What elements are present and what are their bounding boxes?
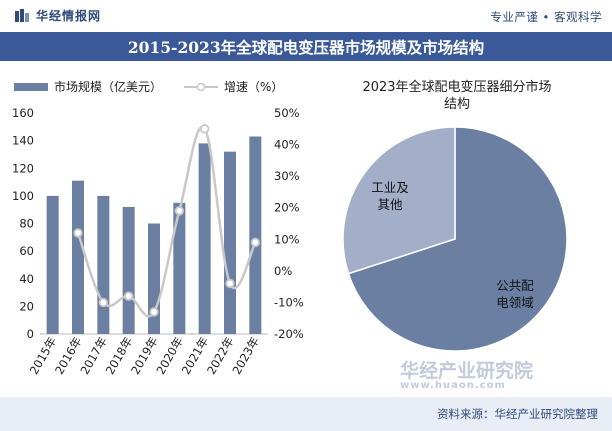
bar [46, 195, 59, 334]
footer: 资料来源：华经产业研究院整理 [0, 397, 612, 431]
pie-slice-label: 其他 [377, 197, 403, 212]
bar [198, 143, 211, 334]
y-left-tick-label: 140 [12, 134, 34, 148]
legend-bar-swatch [14, 82, 48, 91]
growth-point [174, 206, 185, 216]
pie-slice-label: 公共配 [496, 278, 534, 293]
pie-title-line-2: 结构 [443, 97, 470, 112]
growth-point [98, 297, 109, 308]
pie-slice [347, 126, 568, 352]
watermark-name: 华经产业研究院 [400, 360, 534, 382]
y-left-tick-label: 100 [12, 189, 34, 203]
pie-slice [342, 126, 456, 275]
growth-point [199, 124, 210, 134]
watermark-url: www.huaon.com [400, 380, 506, 391]
growth-point [250, 237, 261, 248]
legend-line-swatch [184, 82, 219, 91]
pie-slice-label: 电领域 [496, 295, 534, 310]
growth-point [123, 291, 134, 301]
y-right-tick-label: 20% [274, 201, 300, 215]
page-title: 2015-2023年全球配电变压器市场规模及市场结构 [127, 37, 485, 57]
y-left-tick-label: 40 [19, 272, 34, 286]
y-right-tick-label: 50% [274, 106, 300, 120]
bar [72, 180, 84, 334]
bar [249, 136, 262, 334]
pie-title-line-1: 2023年全球配电变压器细分市场 [362, 80, 552, 95]
y-left-tick-label: 120 [12, 161, 34, 175]
y-right-tick-label: 0% [274, 264, 292, 278]
brand-name: 华经情报网 [36, 9, 102, 23]
y-left-tick-label: 20 [19, 299, 34, 313]
y-left-tick-label: 0 [27, 327, 34, 341]
pie-title: 2023年全球配电变压器细分市场 结构 [322, 79, 592, 113]
source-note: 资料来源：华经产业研究院整理 [437, 407, 598, 421]
growth-point [73, 228, 83, 238]
bar [173, 202, 186, 334]
brand: 华经情报网 [14, 7, 101, 24]
brand-logo-icon [15, 8, 29, 22]
y-left-tick-label: 60 [19, 244, 34, 258]
y-right-tick-label: -20% [274, 327, 304, 341]
bar [122, 206, 135, 334]
y-left-tick-label: 160 [12, 106, 34, 120]
y-right-tick-label: 30% [274, 169, 300, 183]
growth-point [225, 278, 235, 289]
y-right-tick-label: -10% [274, 295, 304, 309]
pie-slice-label: 工业及 [371, 180, 409, 195]
header-bar: 华经情报网 专业严谨 • 客观科学 [0, 0, 612, 30]
y-right-tick-label: 10% [274, 232, 300, 246]
y-right-tick-label: 40% [274, 138, 300, 152]
chart-legend: 市场规模（亿美元） 增速（%） [14, 78, 283, 95]
slogan: 专业严谨 • 客观科学 [490, 10, 602, 24]
growth-line [76, 125, 257, 318]
legend-label-bar: 市场规模（亿美元） [54, 80, 163, 94]
y-left-tick-label: 80 [19, 217, 34, 231]
growth-point [149, 307, 159, 317]
title-bar: 2015-2023年全球配电变压器市场规模及市场结构 [0, 32, 612, 61]
legend-label-line: 增速（%） [224, 80, 284, 94]
